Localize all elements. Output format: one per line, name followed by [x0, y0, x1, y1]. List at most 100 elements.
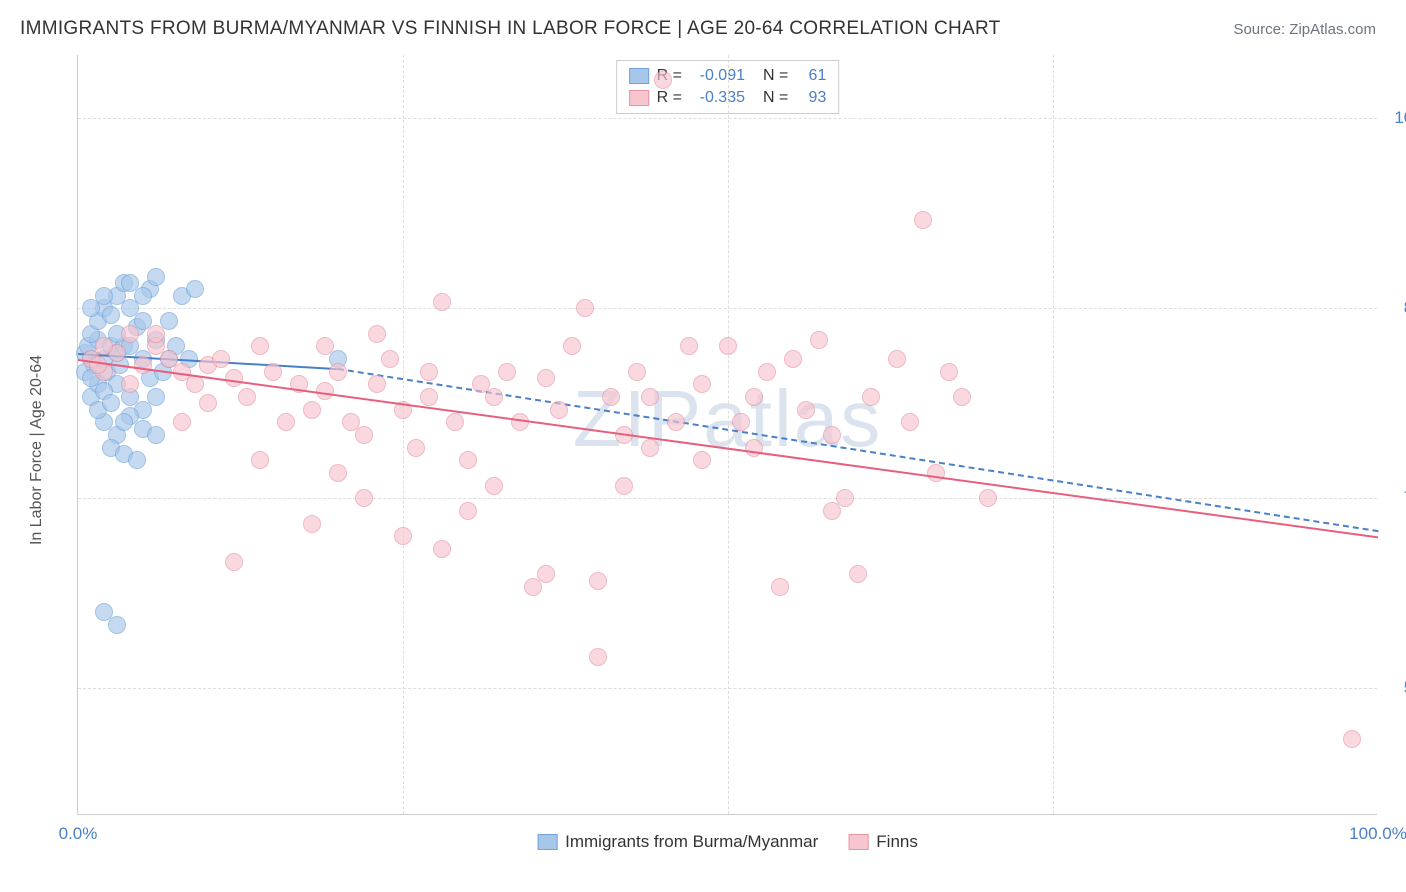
scatter-point — [95, 337, 113, 355]
scatter-point — [602, 388, 620, 406]
scatter-point — [368, 375, 386, 393]
scatter-point — [121, 325, 139, 343]
scatter-point — [628, 363, 646, 381]
scatter-point — [719, 337, 737, 355]
scatter-point — [147, 325, 165, 343]
scatter-point — [251, 451, 269, 469]
legend-swatch — [848, 834, 868, 850]
scatter-point — [927, 464, 945, 482]
legend-r-label: R = — [657, 89, 682, 107]
scatter-point — [115, 413, 133, 431]
scatter-point — [329, 464, 347, 482]
scatter-point — [784, 350, 802, 368]
series-legend: Immigrants from Burma/Myanmar Finns — [537, 832, 918, 852]
scatter-point — [238, 388, 256, 406]
chart-source: Source: ZipAtlas.com — [1233, 21, 1376, 38]
scatter-point — [108, 616, 126, 634]
scatter-point — [862, 388, 880, 406]
scatter-point — [641, 439, 659, 457]
legend-r-value: -0.091 — [690, 67, 745, 85]
scatter-point — [888, 350, 906, 368]
scatter-point — [89, 356, 107, 374]
gridline-v — [1053, 55, 1054, 814]
scatter-point — [680, 337, 698, 355]
scatter-point — [615, 477, 633, 495]
scatter-point — [186, 280, 204, 298]
legend-item: Immigrants from Burma/Myanmar — [537, 832, 818, 852]
scatter-point — [316, 382, 334, 400]
legend-label: Finns — [876, 832, 918, 852]
chart-header: IMMIGRANTS FROM BURMA/MYANMAR VS FINNISH… — [0, 0, 1406, 50]
scatter-point — [446, 413, 464, 431]
scatter-point — [589, 648, 607, 666]
scatter-point — [563, 337, 581, 355]
scatter-point — [485, 388, 503, 406]
scatter-point — [147, 426, 165, 444]
scatter-point — [121, 375, 139, 393]
scatter-point — [901, 413, 919, 431]
scatter-point — [745, 388, 763, 406]
scatter-point — [823, 426, 841, 444]
scatter-point — [1343, 730, 1361, 748]
legend-n-label: N = — [763, 67, 788, 85]
scatter-point — [251, 337, 269, 355]
scatter-point — [459, 451, 477, 469]
scatter-point — [102, 306, 120, 324]
legend-swatch — [629, 68, 649, 84]
scatter-point — [212, 350, 230, 368]
scatter-point — [654, 71, 672, 89]
scatter-point — [758, 363, 776, 381]
scatter-point — [810, 331, 828, 349]
legend-n-value: 61 — [796, 67, 826, 85]
x-tick-label: 0.0% — [59, 824, 98, 844]
scatter-point — [953, 388, 971, 406]
scatter-point — [823, 502, 841, 520]
scatter-point — [316, 337, 334, 355]
scatter-point — [641, 388, 659, 406]
scatter-point — [394, 527, 412, 545]
legend-label: Immigrants from Burma/Myanmar — [565, 832, 818, 852]
scatter-point — [498, 363, 516, 381]
x-tick-label: 100.0% — [1349, 824, 1406, 844]
scatter-point — [459, 502, 477, 520]
scatter-point — [303, 401, 321, 419]
scatter-point — [771, 578, 789, 596]
y-tick-label: 100.0% — [1394, 108, 1406, 128]
legend-swatch — [537, 834, 557, 850]
plot-area: ZIPatlas R =-0.091N =61R =-0.335N =93 Im… — [77, 55, 1377, 815]
scatter-point — [277, 413, 295, 431]
scatter-point — [667, 413, 685, 431]
legend-swatch — [629, 90, 649, 106]
scatter-point — [303, 515, 321, 533]
y-axis-label: In Labor Force | Age 20-64 — [28, 355, 46, 545]
scatter-point — [472, 375, 490, 393]
legend-n-label: N = — [763, 89, 788, 107]
scatter-point — [433, 293, 451, 311]
scatter-point — [134, 356, 152, 374]
chart-title: IMMIGRANTS FROM BURMA/MYANMAR VS FINNISH… — [20, 18, 1001, 40]
scatter-point — [940, 363, 958, 381]
scatter-point — [407, 439, 425, 457]
scatter-point — [979, 489, 997, 507]
scatter-point — [134, 287, 152, 305]
scatter-point — [128, 451, 146, 469]
chart-container: In Labor Force | Age 20-64 ZIPatlas R =-… — [47, 55, 1377, 845]
scatter-point — [199, 394, 217, 412]
scatter-point — [537, 369, 555, 387]
scatter-point — [797, 401, 815, 419]
scatter-point — [95, 287, 113, 305]
scatter-point — [368, 325, 386, 343]
scatter-point — [355, 426, 373, 444]
scatter-point — [186, 375, 204, 393]
scatter-point — [329, 363, 347, 381]
scatter-point — [550, 401, 568, 419]
scatter-point — [225, 369, 243, 387]
scatter-point — [693, 451, 711, 469]
scatter-point — [381, 350, 399, 368]
scatter-point — [102, 394, 120, 412]
scatter-point — [147, 388, 165, 406]
scatter-point — [849, 565, 867, 583]
scatter-point — [173, 413, 191, 431]
scatter-point — [511, 413, 529, 431]
scatter-point — [485, 477, 503, 495]
